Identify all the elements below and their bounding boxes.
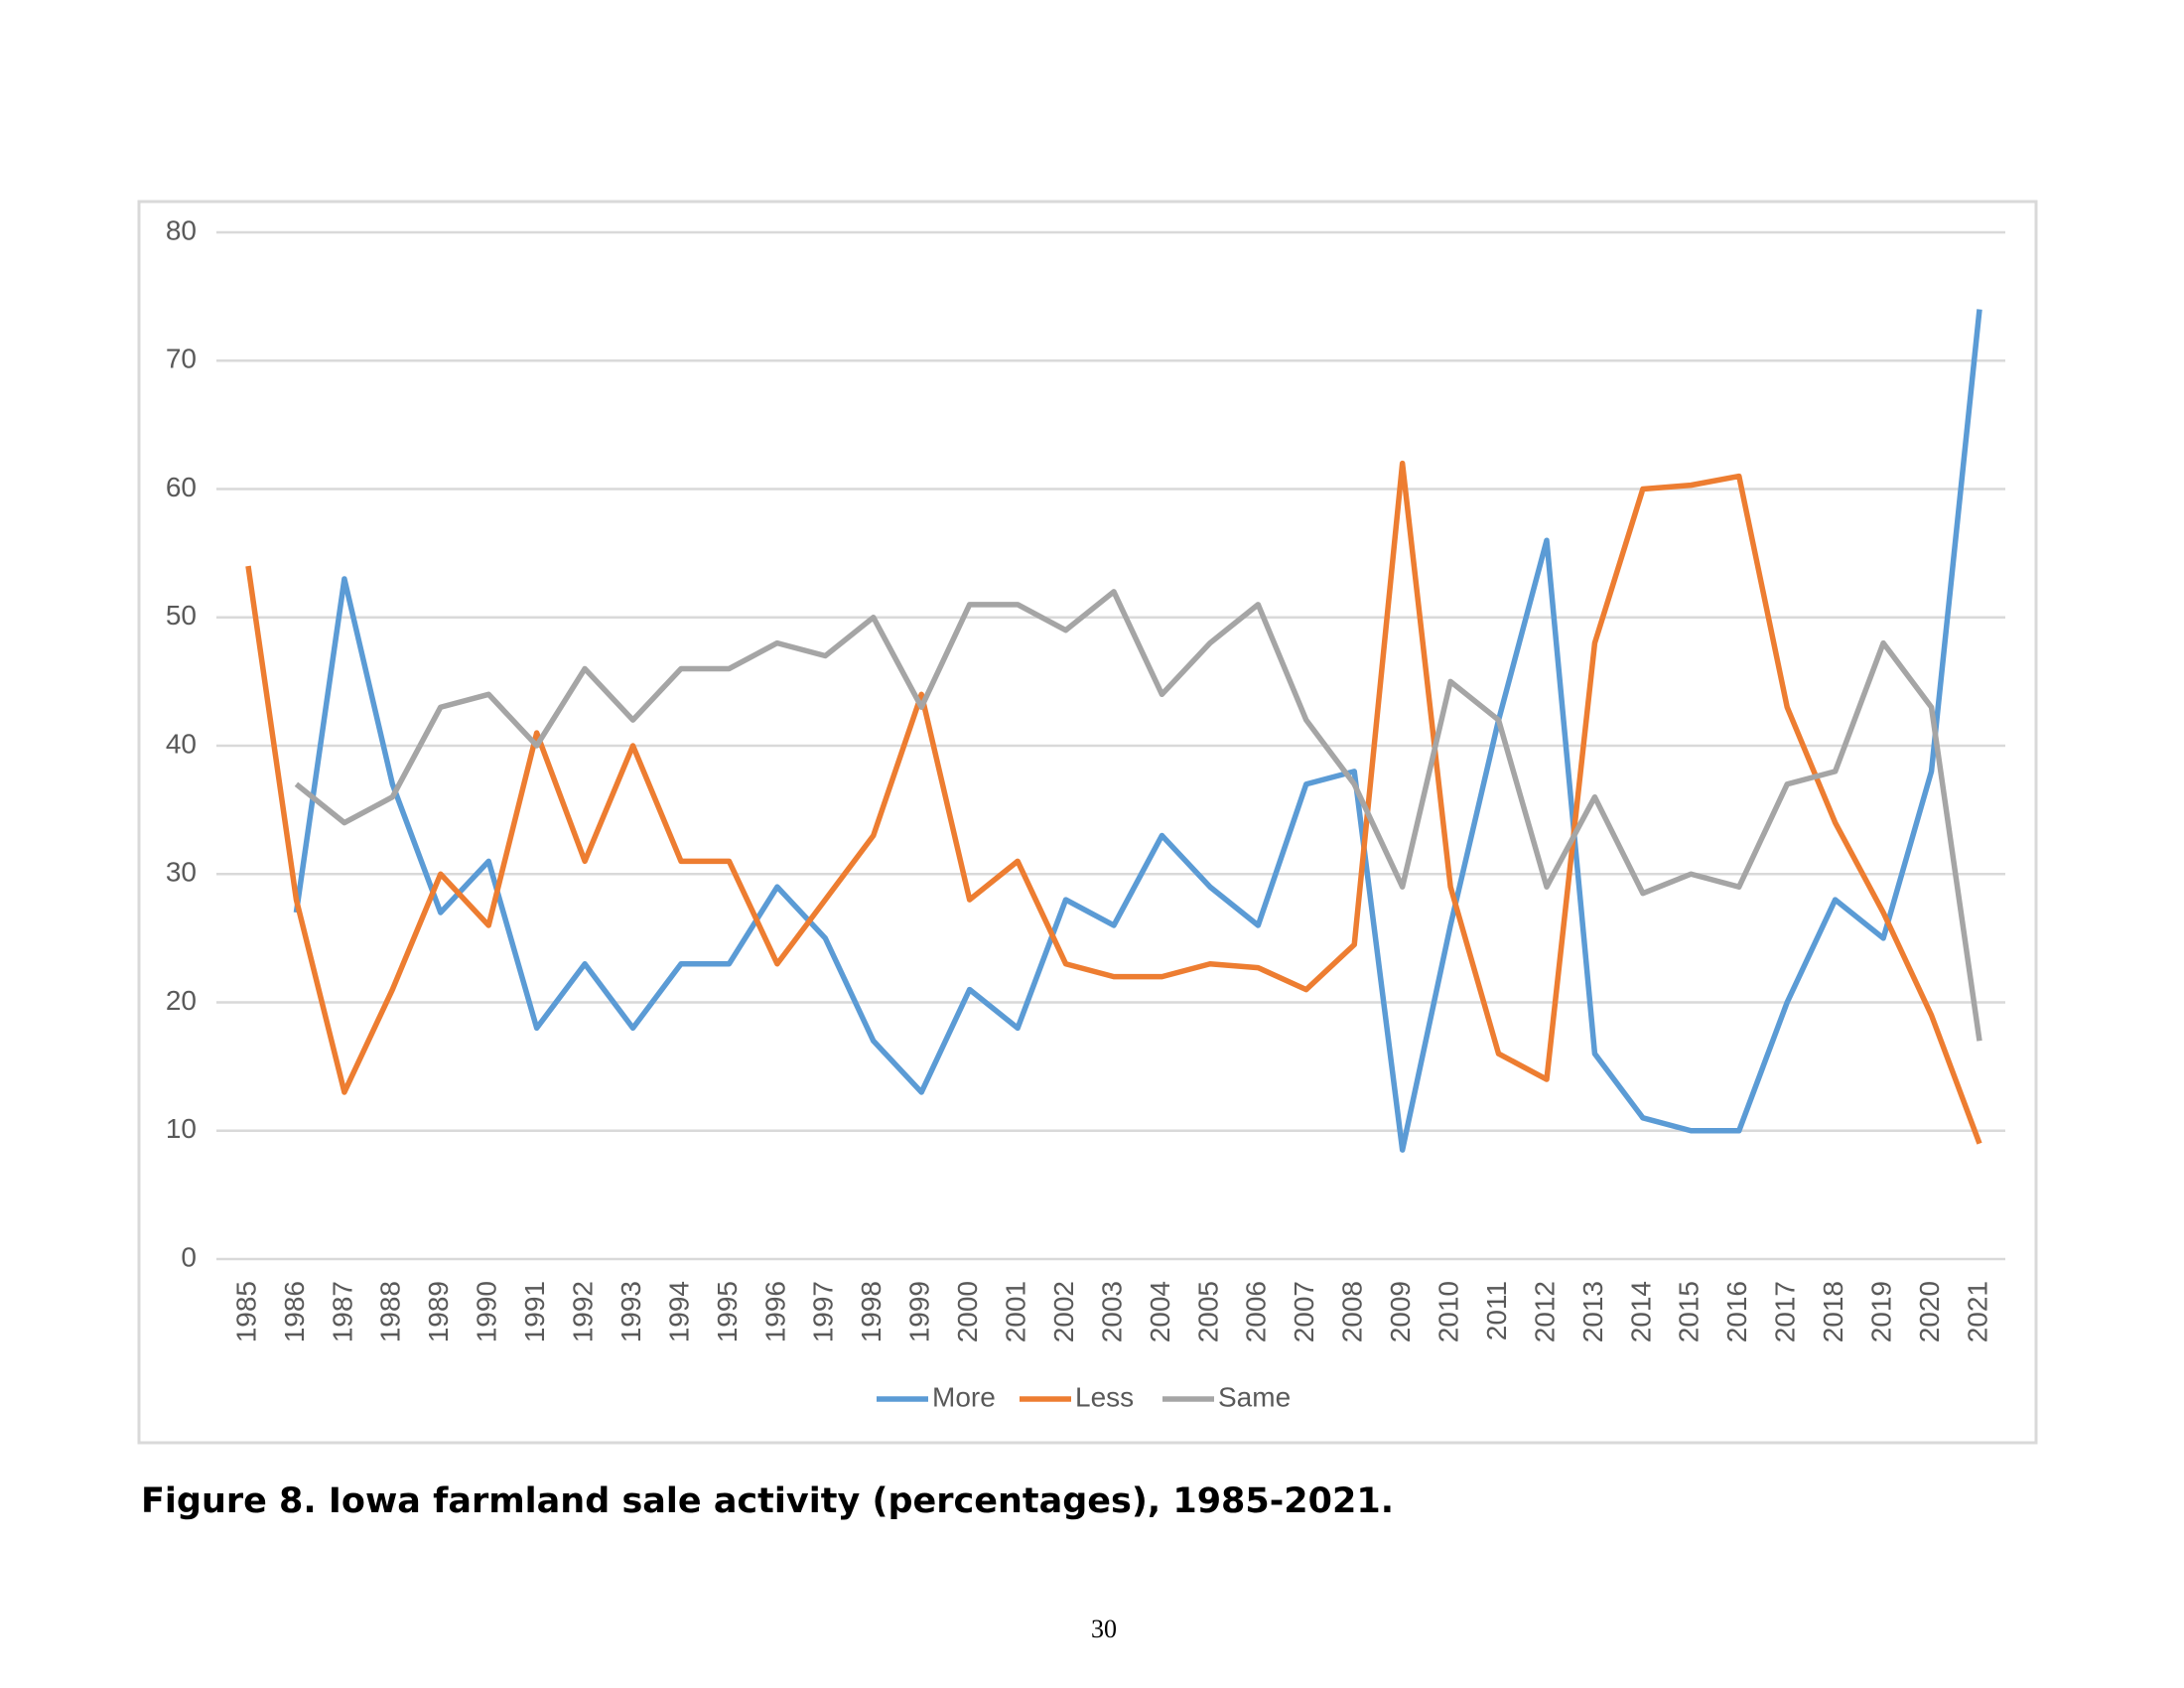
chart: 0 10 20 30 40 50 60 70 80 1985 1986 1987 1988 1989 199… [137, 200, 2038, 1445]
caption: Figure 8. Iowa farmland sale activity (p… [141, 1481, 1394, 1521]
x-tick-label: 2014 [1625, 1281, 1656, 1342]
series-line [294, 589, 1982, 1042]
x-tick-label: 1987 [327, 1281, 357, 1342]
x-tick-label: 1986 [279, 1281, 310, 1342]
legend-label: More [932, 1381, 996, 1412]
x-tick-label: 2004 [1145, 1281, 1175, 1342]
y-tick-label: 20 [166, 985, 197, 1016]
legend-label: Same [1218, 1381, 1291, 1412]
x-tick-label: 2020 [1914, 1281, 1945, 1342]
x-tick-label: 2008 [1337, 1281, 1368, 1342]
x-tick-label: 1992 [568, 1281, 599, 1342]
y-tick-label: 70 [166, 344, 197, 374]
y-tick-label: 60 [166, 472, 197, 502]
y-tick-label: 40 [166, 728, 197, 759]
x-tick-label: 1990 [472, 1281, 502, 1342]
x-tick-label: 1995 [712, 1281, 743, 1342]
x-tick-label: 1988 [375, 1281, 406, 1342]
y-tick-label: 10 [166, 1113, 197, 1144]
x-tick-label: 2018 [1818, 1281, 1848, 1342]
x-tick-label: 2013 [1577, 1281, 1608, 1342]
x-tick-label: 2009 [1385, 1281, 1416, 1342]
series-line [245, 460, 1982, 1145]
y-tick-label: 0 [181, 1241, 197, 1272]
page-number: 30 [1091, 1615, 1117, 1643]
x-tick-label: 1997 [808, 1281, 839, 1342]
x-tick-label: 1999 [904, 1281, 935, 1342]
x-tick-label: 1985 [230, 1281, 261, 1342]
x-tick-label: 2007 [1289, 1281, 1319, 1342]
legend-label: Less [1075, 1381, 1134, 1412]
x-tick-label: 2005 [1192, 1281, 1223, 1342]
x-tick-label: 2011 [1481, 1281, 1512, 1340]
x-tick-label: 2001 [1001, 1281, 1031, 1342]
x-tick-label: 1989 [423, 1281, 454, 1342]
x-tick-label: 1991 [519, 1281, 550, 1342]
x-tick-label: 2015 [1674, 1281, 1705, 1342]
x-tick-label: 2003 [1096, 1281, 1127, 1342]
x-tick-label: 1996 [759, 1281, 790, 1342]
y-tick-label: 30 [166, 857, 197, 888]
y-tick-label: 80 [166, 214, 197, 245]
x-tick-label: 2006 [1241, 1281, 1272, 1342]
x-tick-label: 1994 [663, 1281, 694, 1342]
x-tick-label: 2017 [1770, 1281, 1801, 1342]
x-tick-label: 2010 [1433, 1281, 1464, 1342]
x-tick-label: 2016 [1721, 1281, 1752, 1342]
chart-frame [137, 200, 2038, 1445]
x-tick-label: 2021 [1962, 1281, 1992, 1342]
x-tick-label: 2002 [1048, 1281, 1079, 1342]
x-tick-label: 2019 [1866, 1281, 1897, 1342]
x-tick-label: 1998 [856, 1281, 887, 1342]
y-tick-label: 50 [166, 600, 197, 631]
x-tick-label: 1993 [615, 1281, 646, 1342]
x-tick-label: 2000 [952, 1281, 983, 1342]
x-tick-label: 2012 [1529, 1281, 1560, 1342]
series-line [293, 309, 1982, 1153]
